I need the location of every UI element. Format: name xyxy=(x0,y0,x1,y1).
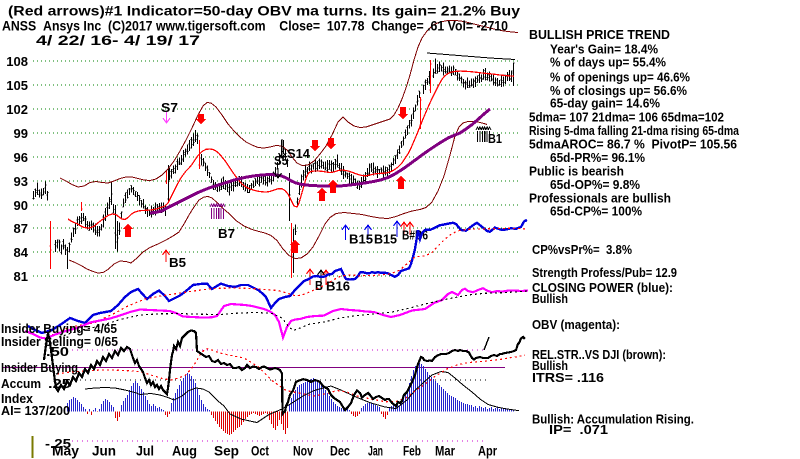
svg-text:90: 90 xyxy=(14,198,28,213)
svg-text:65d-CP%= 100%: 65d-CP%= 100% xyxy=(550,204,642,219)
svg-text:OBV (magenta):: OBV (magenta): xyxy=(532,317,620,332)
svg-text:CP%vsPr%= 3.8%: CP%vsPr%= 3.8% xyxy=(532,242,632,257)
svg-text:84: 84 xyxy=(14,245,29,260)
svg-text:65-day gain= 14.6%: 65-day gain= 14.6% xyxy=(550,96,660,111)
svg-text:Jul: Jul xyxy=(136,444,154,459)
svg-text:Jan: Jan xyxy=(368,444,383,459)
svg-text:108: 108 xyxy=(6,54,28,69)
svg-text:93: 93 xyxy=(14,174,28,189)
svg-text:Professionals are bullish: Professionals are bullish xyxy=(529,191,671,206)
svg-text:-.25: -.25 xyxy=(45,436,71,451)
svg-text:B16: B16 xyxy=(326,279,350,294)
svg-text:5dma= 107 21dma= 106 65dma=102: 5dma= 107 21dma= 106 65dma=102 xyxy=(529,110,724,125)
svg-text:105: 105 xyxy=(6,78,28,93)
svg-text:Insider Buying= 4/65: Insider Buying= 4/65 xyxy=(1,322,117,336)
svg-text:B: B xyxy=(315,278,323,293)
svg-text:65d-OP%= 9.8%: 65d-OP%= 9.8% xyxy=(550,177,640,192)
svg-text:Bullish: Accumulation Rising.: Bullish: Accumulation Rising. xyxy=(532,412,694,427)
svg-text:Index: Index xyxy=(1,392,33,406)
svg-text:CLOSING POWER (blue):: CLOSING POWER (blue): xyxy=(532,280,673,295)
svg-text:Mar: Mar xyxy=(435,444,456,459)
svg-text:% of closings up= 56.6%: % of closings up= 56.6% xyxy=(550,83,687,98)
svg-text:96: 96 xyxy=(14,150,28,165)
svg-text:S7: S7 xyxy=(161,100,178,115)
svg-text:81: 81 xyxy=(14,269,28,284)
svg-text:B15: B15 xyxy=(349,232,373,247)
svg-text:Feb: Feb xyxy=(403,444,421,459)
svg-text:Accum: Accum xyxy=(1,377,41,391)
svg-text:S14: S14 xyxy=(287,146,311,161)
svg-text:5dmaAROC= 86.7 % PivotP= 105.: 5dmaAROC= 86.7 % PivotP= 105.56 xyxy=(529,137,737,152)
svg-text:65d-PR%= 96.1%: 65d-PR%= 96.1% xyxy=(550,150,645,165)
svg-text:(Red arrows)#1 Indicator=50-da: (Red arrows)#1 Indicator=50-day OBV ma t… xyxy=(8,4,521,19)
svg-text:Bullish: Bullish xyxy=(532,358,568,373)
svg-text:99: 99 xyxy=(14,126,28,141)
svg-text:.25: .25 xyxy=(48,376,71,391)
svg-text:May: May xyxy=(52,444,80,459)
svg-text:Sep: Sep xyxy=(214,444,239,459)
svg-text:Public is bearish: Public is bearish xyxy=(529,164,624,179)
svg-text:B7: B7 xyxy=(218,226,235,241)
svg-text:% of days up= 55.4%: % of days up= 55.4% xyxy=(550,55,666,70)
svg-text:Strength Profess/Pub= 12.9: Strength Profess/Pub= 12.9 xyxy=(532,265,677,280)
svg-text:Insider Selling= 0/65: Insider Selling= 0/65 xyxy=(1,335,118,349)
svg-text:4/ 22/ 16- 4/ 19/ 17: 4/ 22/ 16- 4/ 19/ 17 xyxy=(36,33,200,48)
svg-text:Dec: Dec xyxy=(330,444,350,459)
svg-text:Insider Buying: Insider Buying xyxy=(1,361,78,375)
svg-text:Bullish: Bullish xyxy=(532,291,568,306)
svg-text:Nov: Nov xyxy=(293,444,313,459)
svg-text:ITRS= .116: ITRS= .116 xyxy=(532,370,604,385)
svg-text:B15: B15 xyxy=(374,232,397,247)
svg-text:87: 87 xyxy=(14,221,28,236)
svg-text:Year's Gain= 18.4%: Year's Gain= 18.4% xyxy=(550,42,658,57)
svg-text:Apr: Apr xyxy=(478,444,498,459)
svg-text:ANSS Ansys Inc (C)2017 www.t: ANSS Ansys Inc (C)2017 www.tigersoft.com… xyxy=(2,19,508,34)
svg-text:Jun: Jun xyxy=(92,444,116,459)
svg-text:BULLISH PRICE TREND: BULLISH PRICE TREND xyxy=(529,27,670,42)
svg-text:Rising 5-dma falling 21-dma ri: Rising 5-dma falling 21-dma rising 65-dm… xyxy=(529,123,740,138)
svg-text:Oct: Oct xyxy=(251,444,269,459)
svg-text:.50: .50 xyxy=(46,344,69,359)
svg-text:B1: B1 xyxy=(488,131,502,146)
svg-text:IP= .071: IP= .071 xyxy=(549,422,608,437)
svg-text:B#B6: B#B6 xyxy=(402,228,428,243)
svg-text:S5: S5 xyxy=(274,153,288,168)
svg-text:102: 102 xyxy=(6,102,28,117)
svg-text:% of openings up= 46.6%: % of openings up= 46.6% xyxy=(550,70,690,85)
svg-text:Aug: Aug xyxy=(172,444,197,459)
svg-text:B5: B5 xyxy=(169,255,186,270)
svg-text:AI= 137/200: AI= 137/200 xyxy=(1,404,70,418)
svg-text:REL.STR..VS DJI (brown):: REL.STR..VS DJI (brown): xyxy=(532,347,666,362)
